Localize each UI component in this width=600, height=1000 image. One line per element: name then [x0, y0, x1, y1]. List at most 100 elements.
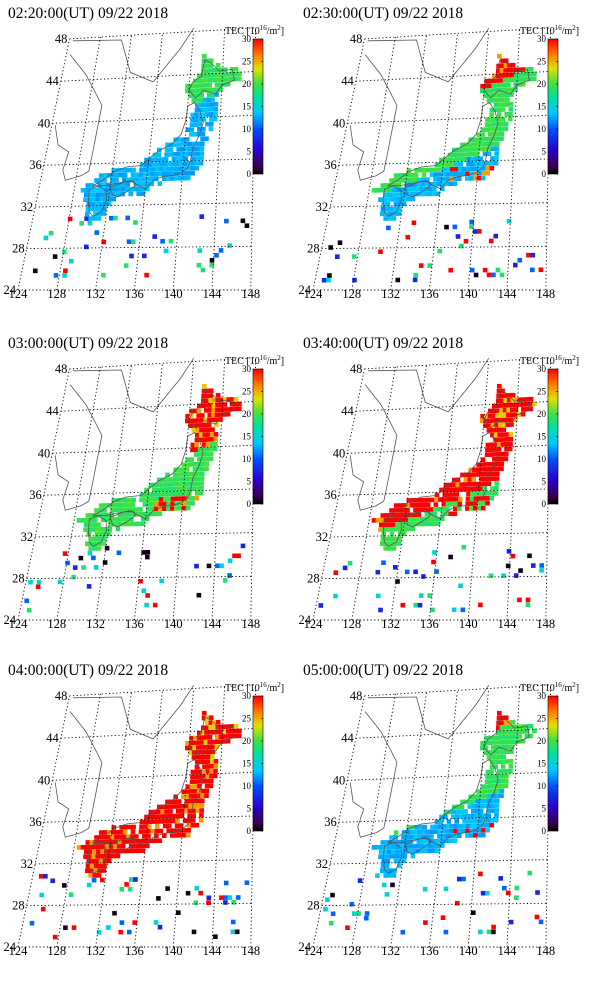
- tec-cell: [141, 186, 146, 192]
- tec-cell: [440, 843, 445, 849]
- lon-label: 128: [47, 944, 66, 958]
- tec-cell: [427, 191, 432, 197]
- tec-cell: [168, 809, 173, 814]
- tec-cell: [496, 398, 501, 404]
- tec-cell: [142, 834, 147, 839]
- tec-cell: [454, 487, 460, 492]
- lon-label: 136: [420, 287, 439, 301]
- tec-cell: [442, 162, 448, 167]
- tec-cell: [195, 808, 201, 813]
- tec-cell: [501, 102, 506, 107]
- tec-cell: [483, 418, 489, 424]
- tec-cell: [178, 823, 184, 828]
- tec-cell: [496, 112, 502, 117]
- tec-cell: [422, 824, 427, 830]
- tec-cell: [474, 161, 479, 167]
- parallel-line: [364, 357, 551, 370]
- tec-cell: [479, 142, 485, 147]
- tec-cell: [421, 502, 427, 508]
- tec-cell: [480, 175, 486, 181]
- tec-cell: [447, 809, 453, 815]
- tec-cell: [524, 733, 530, 739]
- coastline: [87, 185, 107, 217]
- tec-cell: [174, 506, 179, 511]
- colorbar-tick-label: 5: [542, 147, 547, 157]
- tec-cell: [186, 171, 191, 176]
- tec-cell: [478, 818, 483, 823]
- tec-cell: [432, 181, 438, 187]
- tec-cell: [457, 501, 463, 507]
- tec-cell: [381, 882, 387, 888]
- tec-cell: [166, 496, 172, 502]
- tec-cell: [472, 794, 477, 799]
- tec-cell: [84, 844, 90, 850]
- tec-cell: [454, 492, 459, 497]
- tec-cell: [200, 740, 205, 745]
- tec-cell: [386, 225, 391, 231]
- tec-cell: [485, 117, 490, 123]
- tec-cell: [196, 78, 202, 84]
- tec-cell: [91, 854, 96, 859]
- tec-cell: [378, 197, 383, 202]
- tec-cell: [92, 192, 97, 198]
- tec-cell: [384, 536, 390, 542]
- tec-cell: [476, 794, 481, 799]
- tec-cell: [466, 486, 472, 492]
- tec-cell: [494, 481, 499, 486]
- tec-cell: [430, 607, 435, 613]
- tec-cell: [207, 77, 213, 83]
- tec-cell: [206, 422, 212, 428]
- tec-cell: [97, 512, 103, 518]
- tec-cell: [24, 598, 29, 604]
- lon-label: 128: [47, 287, 66, 301]
- tec-cell: [514, 397, 519, 403]
- tec-cell: [153, 511, 159, 517]
- tec-cell: [185, 745, 190, 751]
- tec-cell: [485, 496, 491, 501]
- tec-cell: [433, 177, 438, 182]
- tec-cell: [463, 147, 469, 152]
- tec-cell: [88, 517, 94, 523]
- tec-cell: [199, 813, 204, 818]
- tec-cell: [145, 181, 151, 187]
- tec-cell: [155, 167, 160, 172]
- tec-cell: [96, 546, 102, 551]
- tec-cell: [461, 544, 467, 550]
- tec-cell: [420, 182, 426, 187]
- tec-cell: [196, 88, 201, 93]
- tec-cell: [480, 132, 485, 137]
- tec-cell: [178, 828, 183, 833]
- tec-cell: [488, 784, 493, 789]
- tec-cell: [399, 517, 405, 522]
- tec-cell: [211, 72, 217, 78]
- meridian-line: [545, 357, 552, 621]
- tec-cell: [487, 423, 492, 428]
- tec-cell: [375, 873, 380, 878]
- lat-label: 40: [38, 446, 51, 460]
- tec-cell: [146, 506, 151, 512]
- tec-cell: [201, 126, 206, 132]
- tec-cell: [190, 447, 195, 453]
- tec-cell: [407, 522, 412, 527]
- tec-cell: [496, 388, 502, 394]
- tec-cell: [192, 466, 198, 472]
- tec-cell: [487, 466, 493, 472]
- tec-cell: [454, 166, 459, 172]
- tec-cell: [96, 930, 102, 935]
- tec-cell: [448, 554, 453, 560]
- tec-cell: [199, 749, 204, 755]
- tec-cell: [528, 406, 533, 412]
- tec-cell: [509, 749, 514, 754]
- tec-cell: [98, 531, 104, 537]
- tec-cell: [494, 418, 500, 423]
- tec-cell: [33, 268, 38, 274]
- tec-cell: [215, 392, 221, 398]
- tec-cell: [146, 502, 152, 507]
- tec-cell: [396, 839, 402, 845]
- tec-cell: [83, 527, 88, 532]
- coastline-korea: [349, 384, 398, 511]
- tec-cell: [481, 171, 486, 176]
- tec-cell: [387, 844, 393, 850]
- colorbar-tick-label: 20: [537, 736, 547, 746]
- tec-cell: [183, 491, 188, 496]
